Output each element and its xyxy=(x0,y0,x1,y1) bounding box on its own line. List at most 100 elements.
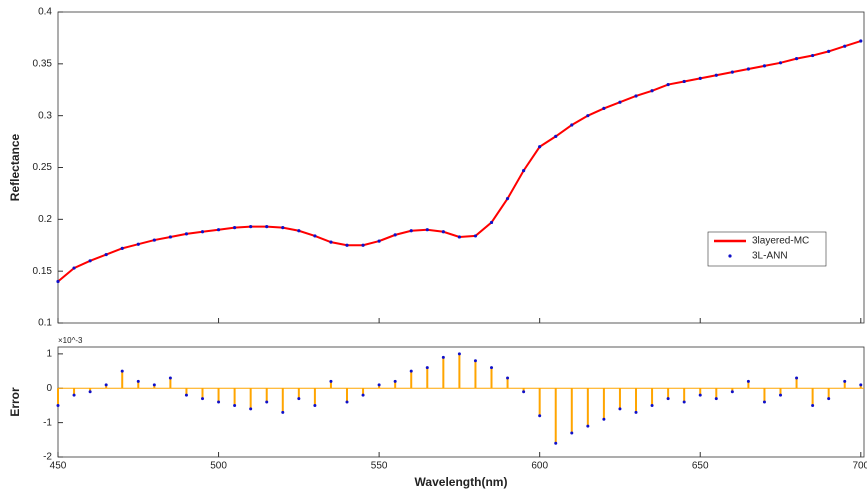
ann-point xyxy=(281,226,285,230)
stem-marker xyxy=(650,403,654,407)
ann-point xyxy=(313,234,317,238)
y-tick-label: 0.1 xyxy=(38,318,52,329)
stem-marker xyxy=(682,400,686,404)
x-axis-label: Wavelength(nm) xyxy=(415,475,508,489)
ann-point xyxy=(361,243,365,247)
stem-marker xyxy=(265,400,269,404)
ann-point xyxy=(730,70,734,74)
ann-point xyxy=(249,224,253,229)
stem-marker xyxy=(361,393,365,397)
ann-point xyxy=(72,266,76,270)
ann-point xyxy=(650,89,654,93)
stem-marker xyxy=(457,352,461,356)
stem-marker xyxy=(586,424,590,428)
stem-marker xyxy=(201,397,205,401)
legend-dot xyxy=(728,254,732,258)
ann-point xyxy=(618,100,622,104)
stem-marker xyxy=(152,383,156,387)
stem-marker xyxy=(634,410,638,414)
stem-marker xyxy=(762,400,766,404)
y-tick-label: 0.25 xyxy=(33,162,53,173)
stem-marker xyxy=(120,369,124,373)
stem-marker xyxy=(843,379,847,383)
x-tick-label: 700 xyxy=(852,461,867,472)
stem-marker xyxy=(698,393,702,397)
y-exponent: ×10^-3 xyxy=(58,336,83,345)
ann-point xyxy=(602,106,606,111)
ann-point xyxy=(666,82,670,87)
stem-marker xyxy=(329,379,333,383)
ann-point xyxy=(746,67,750,71)
stem-marker xyxy=(795,376,799,380)
ann-point xyxy=(698,76,702,80)
ann-point xyxy=(345,243,349,247)
y-tick-label: 0 xyxy=(46,383,52,394)
stem-marker xyxy=(554,441,558,445)
ann-point xyxy=(120,246,124,250)
ann-point xyxy=(441,230,445,234)
stem-marker xyxy=(666,397,670,401)
x-tick-label: 450 xyxy=(50,461,67,472)
ann-point xyxy=(586,114,590,118)
legend-label: 3layered-MC xyxy=(752,236,809,247)
stem-marker xyxy=(779,393,783,397)
legend-box xyxy=(707,231,827,267)
stem-marker xyxy=(377,383,381,387)
x-tick-label: 500 xyxy=(210,461,227,472)
ann-point xyxy=(329,240,333,244)
ann-point xyxy=(233,226,237,230)
stem-marker xyxy=(217,400,221,404)
x-tick-label: 600 xyxy=(531,461,548,472)
ann-point xyxy=(489,220,494,225)
stem-marker xyxy=(281,410,285,414)
ann-point xyxy=(265,224,269,229)
axes-box xyxy=(57,346,865,458)
ann-point xyxy=(682,79,686,84)
ann-point xyxy=(104,252,108,257)
y-tick-label: 0.15 xyxy=(33,266,53,277)
y-tick-label: 1 xyxy=(46,349,52,360)
ann-point xyxy=(634,94,638,98)
ann-point xyxy=(714,73,718,77)
stem-marker xyxy=(714,397,718,401)
stem-marker xyxy=(104,383,108,387)
y-tick-label: -1 xyxy=(43,417,52,428)
ann-point xyxy=(538,145,542,149)
stem-marker xyxy=(490,366,494,370)
stem-marker xyxy=(409,369,413,373)
ann-point xyxy=(393,233,397,237)
stem-marker xyxy=(233,403,237,407)
y-axis-label: Reflectance xyxy=(8,133,22,201)
stem-marker xyxy=(602,417,606,421)
ann-point xyxy=(377,239,381,243)
ann-point xyxy=(827,49,831,53)
ann-point xyxy=(570,123,574,127)
stem-marker xyxy=(88,390,92,394)
stem-marker xyxy=(538,414,542,418)
y-axis-label: Error xyxy=(8,387,22,417)
ann-point xyxy=(762,64,767,68)
ann-point xyxy=(505,197,510,201)
ann-point xyxy=(297,229,301,233)
ann-point xyxy=(152,238,156,242)
stem-marker xyxy=(473,359,477,363)
stem-marker xyxy=(425,366,429,370)
y-tick-label: 0.2 xyxy=(38,214,52,225)
y-tick-label: 0.4 xyxy=(38,7,52,18)
ann-point xyxy=(473,234,478,238)
ann-point xyxy=(200,230,205,234)
stem-marker xyxy=(184,393,188,397)
stem-marker xyxy=(393,379,397,383)
ann-point xyxy=(168,235,172,239)
stem-marker xyxy=(345,400,349,404)
ann-point xyxy=(794,57,799,61)
x-tick-label: 550 xyxy=(371,461,388,472)
ann-point xyxy=(554,134,558,138)
y-tick-label: 0.3 xyxy=(38,110,52,121)
stem-marker xyxy=(859,383,863,387)
axes-box xyxy=(57,11,865,324)
stem-marker xyxy=(827,397,831,401)
stem-marker xyxy=(522,390,526,394)
